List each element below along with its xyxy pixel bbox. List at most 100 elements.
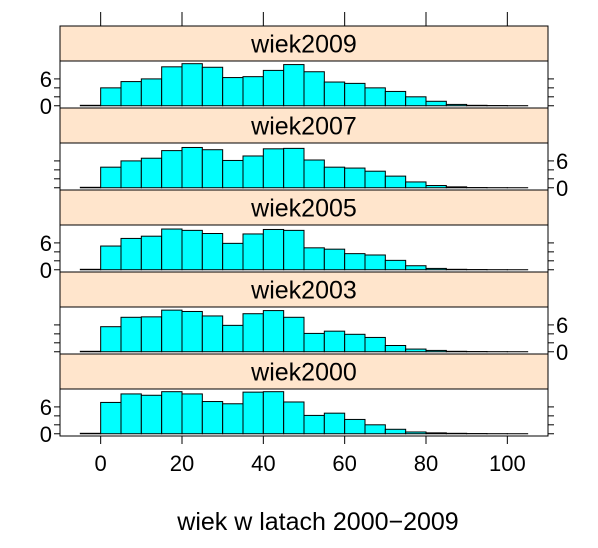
x-tick-label: 0: [95, 451, 107, 476]
bar: [283, 147, 305, 189]
bar: [120, 237, 142, 271]
bar: [323, 166, 346, 189]
bar: [181, 146, 203, 189]
bar: [384, 344, 407, 353]
bar: [222, 403, 244, 435]
bar: [201, 149, 224, 189]
x-tick-label: 20: [170, 451, 194, 476]
panel-wiek2003: wiek2003 06: [54, 271, 568, 365]
bar: [283, 229, 305, 271]
bar: [384, 428, 407, 435]
panel-wiek2007: wiek2007 06: [54, 107, 568, 201]
bar: [161, 309, 183, 353]
bar: [262, 391, 285, 435]
strip: [59, 353, 549, 390]
bar: [262, 148, 285, 189]
y-tick-label: 6: [556, 313, 568, 338]
bar: [201, 401, 224, 435]
bar: [425, 349, 447, 353]
bar: [323, 81, 346, 107]
y-tick-label: 6: [40, 231, 52, 256]
bar: [303, 332, 325, 353]
bar: [140, 78, 163, 107]
bar: [364, 170, 386, 189]
bar: [262, 310, 285, 353]
bar: [181, 229, 203, 271]
bar: [120, 81, 142, 107]
strip: [59, 25, 549, 62]
bar: [364, 424, 386, 435]
bar: [201, 315, 224, 353]
bar: [222, 242, 244, 271]
strip-label: wiek2007: [250, 113, 357, 141]
bar: [222, 159, 244, 189]
bar: [384, 175, 407, 189]
strip-label: wiek2005: [250, 195, 357, 223]
bar: [425, 267, 447, 271]
bar: [425, 100, 447, 107]
strip: [59, 271, 549, 308]
bar: [384, 90, 407, 107]
bar: [201, 233, 224, 271]
y-tick-label: 6: [40, 395, 52, 420]
bar: [161, 150, 183, 189]
bar: [405, 265, 427, 271]
strip: [59, 189, 549, 226]
bar: [242, 76, 264, 107]
bar: [425, 432, 447, 435]
bar: [283, 316, 305, 353]
panels: wiek200906wiek200706wiek200506wiek200306…: [40, 25, 568, 447]
bar: [242, 155, 264, 189]
bar: [344, 253, 366, 271]
bar: [405, 348, 427, 353]
y-tick-label: 0: [556, 340, 568, 365]
bar: [140, 394, 163, 435]
x-tick-label: 80: [414, 451, 438, 476]
bar: [140, 157, 163, 189]
y-tick-label: 6: [556, 149, 568, 174]
bar: [262, 228, 285, 271]
bar: [100, 87, 122, 107]
bar: [161, 228, 183, 271]
bar: [323, 248, 346, 271]
bar: [364, 87, 386, 107]
bar: [303, 71, 325, 107]
bar: [344, 418, 366, 435]
bar: [100, 401, 122, 435]
bar: [181, 63, 203, 107]
x-tick-label: 60: [332, 451, 356, 476]
bar: [425, 185, 447, 189]
bar: [120, 393, 142, 435]
bar: [140, 316, 163, 353]
bar: [100, 245, 122, 271]
bar: [384, 259, 407, 271]
bar: [120, 160, 142, 189]
x-axis-label: wiek w latach 2000−2009: [176, 508, 458, 536]
bar: [364, 254, 386, 271]
bar: [161, 391, 183, 435]
y-tick-label: 0: [556, 176, 568, 201]
strip-label: wiek2000: [250, 359, 357, 387]
axes: 0 20 40 60 80 100: [95, 12, 526, 476]
x-tick-label: 100: [489, 451, 526, 476]
y-tick-label: 6: [40, 67, 52, 92]
bar: [445, 103, 468, 107]
strip-label: wiek2003: [250, 277, 357, 305]
bar: [242, 233, 264, 271]
panel-wiek2000: wiek2000 06: [40, 353, 554, 447]
bar: [344, 82, 366, 107]
bar: [303, 414, 325, 435]
bar: [323, 412, 346, 435]
bar: [222, 77, 244, 107]
y-tick-label: 0: [40, 422, 52, 447]
bar: [222, 324, 244, 353]
strip-label: wiek2009: [250, 31, 357, 59]
bar: [344, 333, 366, 353]
bar: [405, 181, 427, 189]
bar: [181, 310, 203, 353]
bar: [364, 336, 386, 353]
bar: [242, 313, 264, 353]
bar: [262, 69, 285, 107]
bar: [283, 64, 305, 107]
bar: [344, 167, 366, 189]
